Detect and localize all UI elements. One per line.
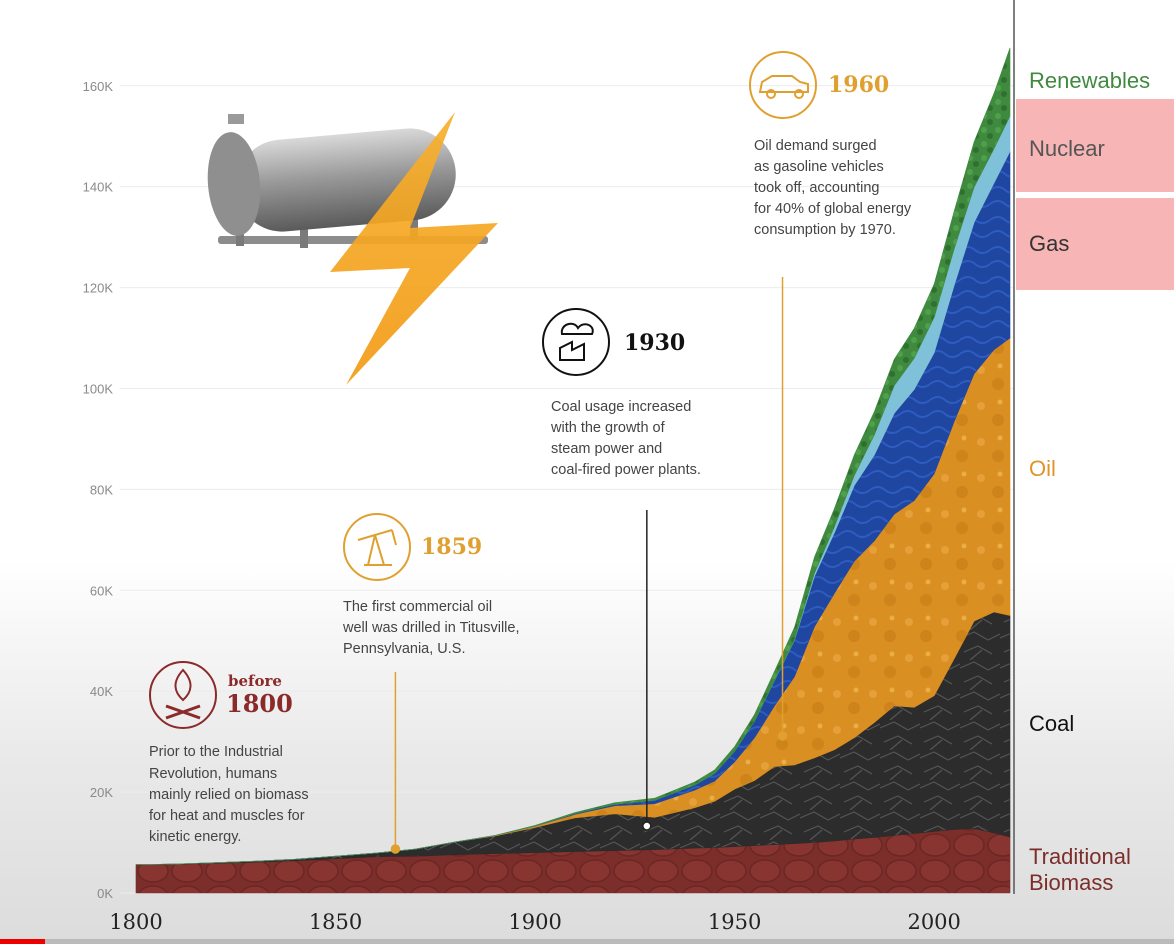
y-axis-ticks: 0K 20K 40K 60K 80K 100K 120K 140K 160K bbox=[83, 79, 114, 901]
y-tick-label: 100K bbox=[83, 381, 114, 396]
series-label-traditional-biomass: Biomass bbox=[1029, 870, 1113, 895]
series-labels: Renewables Nuclear Gas Oil Coal TraditionalBi… bbox=[1016, 68, 1174, 895]
y-tick-label: 60K bbox=[90, 583, 113, 598]
x-tick-label: 1800 bbox=[109, 910, 162, 934]
x-tick-label: 1950 bbox=[708, 910, 761, 934]
series-label-traditional-biomass: Traditional bbox=[1029, 844, 1131, 869]
y-tick-label: 140K bbox=[83, 180, 114, 195]
y-tick-label: 40K bbox=[90, 684, 113, 699]
annotation-year: 1800 bbox=[226, 689, 293, 718]
annotation-text-line: mainly relied on biomass bbox=[149, 787, 309, 803]
x-tick-label: 2000 bbox=[907, 910, 960, 934]
annotation-year: 1930 bbox=[624, 330, 685, 356]
area-renewables bbox=[135, 47, 1011, 865]
stacked-areas bbox=[135, 47, 1011, 894]
annotation-text-line: The first commercial oil bbox=[343, 599, 492, 615]
y-tick-label: 120K bbox=[83, 281, 114, 296]
series-label-renewables: Renewables bbox=[1029, 68, 1150, 93]
annotation-1930: 1930 Coal usage increased with the growt… bbox=[542, 308, 701, 478]
annotation-text-line: for heat and muscles for bbox=[149, 808, 305, 824]
y-tick-label: 80K bbox=[90, 482, 113, 497]
annotation-dot-1859 bbox=[390, 844, 401, 854]
annotation-1859: 1859 The first commercial oil well was d… bbox=[342, 513, 519, 657]
annotation-text-line: took off, accounting bbox=[754, 180, 880, 196]
annotation-text-line: Pennsylvania, U.S. bbox=[343, 641, 466, 657]
annotation-text-line: well was drilled in Titusville, bbox=[342, 620, 519, 636]
annotation-lines bbox=[390, 277, 788, 854]
annotation-text-line: for 40% of global energy bbox=[754, 201, 912, 217]
annotation-text-line: coal-fired power plants. bbox=[551, 462, 701, 478]
video-progress-fill bbox=[0, 939, 45, 944]
annotation-text-line: Prior to the Industrial bbox=[149, 744, 283, 760]
y-gridlines bbox=[120, 85, 1014, 894]
factory-icon bbox=[542, 308, 610, 376]
car-icon bbox=[749, 51, 817, 119]
y-tick-label: 0K bbox=[97, 886, 113, 901]
annotation-before-1800: before 1800 Prior to the Industrial Revo… bbox=[149, 661, 309, 845]
annotation-year: 1859 bbox=[421, 534, 482, 560]
label-highlight-gas bbox=[1016, 198, 1174, 290]
series-label-coal: Coal bbox=[1029, 711, 1074, 736]
annotation-text-line: Revolution, humans bbox=[149, 766, 277, 782]
y-tick-label: 20K bbox=[90, 785, 113, 800]
annotation-text-line: consumption by 1970. bbox=[754, 222, 896, 238]
video-progress-bar[interactable] bbox=[0, 939, 1174, 944]
series-label-gas: Gas bbox=[1029, 231, 1069, 256]
annotation-1960: 1960 Oil demand surged as gasoline vehic… bbox=[749, 51, 912, 238]
annotation-text-line: Coal usage increased bbox=[551, 399, 691, 415]
x-tick-label: 1900 bbox=[508, 910, 561, 934]
annotation-text-line: Oil demand surged bbox=[754, 138, 877, 154]
y-tick-label: 160K bbox=[83, 79, 114, 94]
annotation-year: 1960 bbox=[828, 72, 889, 98]
oil-pump-icon bbox=[343, 513, 411, 581]
oil-tank-lightning-icon bbox=[207, 112, 498, 385]
x-axis-ticks: 1800 1850 1900 1950 2000 bbox=[109, 910, 961, 934]
annotation-dot-1930 bbox=[642, 821, 652, 831]
annotation-text-line: steam power and bbox=[551, 441, 662, 457]
label-highlight-nuclear bbox=[1016, 99, 1174, 192]
annotation-text-line: kinetic energy. bbox=[149, 829, 241, 845]
annotation-text-line: as gasoline vehicles bbox=[754, 159, 884, 175]
x-tick-label: 1850 bbox=[309, 910, 362, 934]
campfire-icon bbox=[149, 661, 217, 729]
annotation-pre: before bbox=[228, 672, 282, 690]
annotation-text-line: with the growth of bbox=[550, 420, 666, 436]
series-label-nuclear: Nuclear bbox=[1029, 136, 1105, 161]
annotation-dot-1960 bbox=[777, 731, 788, 741]
series-label-oil: Oil bbox=[1029, 456, 1056, 481]
